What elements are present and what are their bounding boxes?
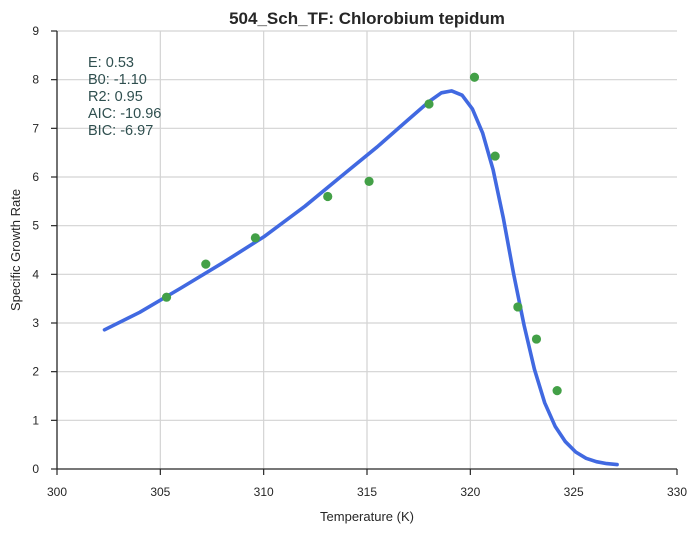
data-point xyxy=(552,386,562,396)
stat-line: AIC: -10.96 xyxy=(88,106,161,122)
y-tick-label: 8 xyxy=(32,73,39,87)
x-tick-label: 315 xyxy=(357,485,377,499)
y-tick-label: 5 xyxy=(32,219,39,233)
chart-title: 504_Sch_TF: Chlorobium tepidum xyxy=(229,9,505,28)
x-axis-label: Temperature (K) xyxy=(320,509,414,524)
data-point xyxy=(323,191,333,202)
grid xyxy=(57,30,677,469)
y-axis-label: Specific Growth Rate xyxy=(8,189,23,311)
stat-line: B0: -1.10 xyxy=(88,72,147,88)
y-tick-label: 4 xyxy=(32,267,39,281)
y-tick-label: 9 xyxy=(32,24,39,38)
stat-line: BIC: -6.97 xyxy=(88,123,153,139)
data-point xyxy=(513,302,523,312)
x-tick-label: 310 xyxy=(254,485,274,499)
data-point xyxy=(469,72,480,82)
y-tick-label: 6 xyxy=(32,170,39,184)
y-tick-label: 1 xyxy=(32,413,39,427)
ticks: 300 305 310 315 320 325 330 0 1 2 3 4 5 6 7 8 9 xyxy=(32,24,687,499)
x-tick-label: 305 xyxy=(150,485,170,499)
data-point xyxy=(490,151,500,161)
stat-line: R2: 0.95 xyxy=(88,89,143,105)
stat-line: E: 0.53 xyxy=(88,55,134,71)
data-point xyxy=(161,292,172,302)
x-tick-label: 320 xyxy=(460,485,480,499)
data-point xyxy=(250,233,260,243)
marks xyxy=(102,72,619,467)
x-tick-label: 300 xyxy=(47,485,67,499)
y-tick-label: 0 xyxy=(32,462,39,476)
y-tick-label: 2 xyxy=(32,365,39,379)
x-tick-label: 330 xyxy=(667,485,687,499)
x-tick-label: 325 xyxy=(564,485,584,499)
y-tick-label: 7 xyxy=(32,121,39,135)
y-tick-label: 3 xyxy=(32,316,39,330)
fit-curve xyxy=(102,89,619,467)
data-point xyxy=(531,334,542,344)
data-point xyxy=(424,99,434,109)
data-point xyxy=(364,176,374,186)
data-point xyxy=(201,259,211,269)
